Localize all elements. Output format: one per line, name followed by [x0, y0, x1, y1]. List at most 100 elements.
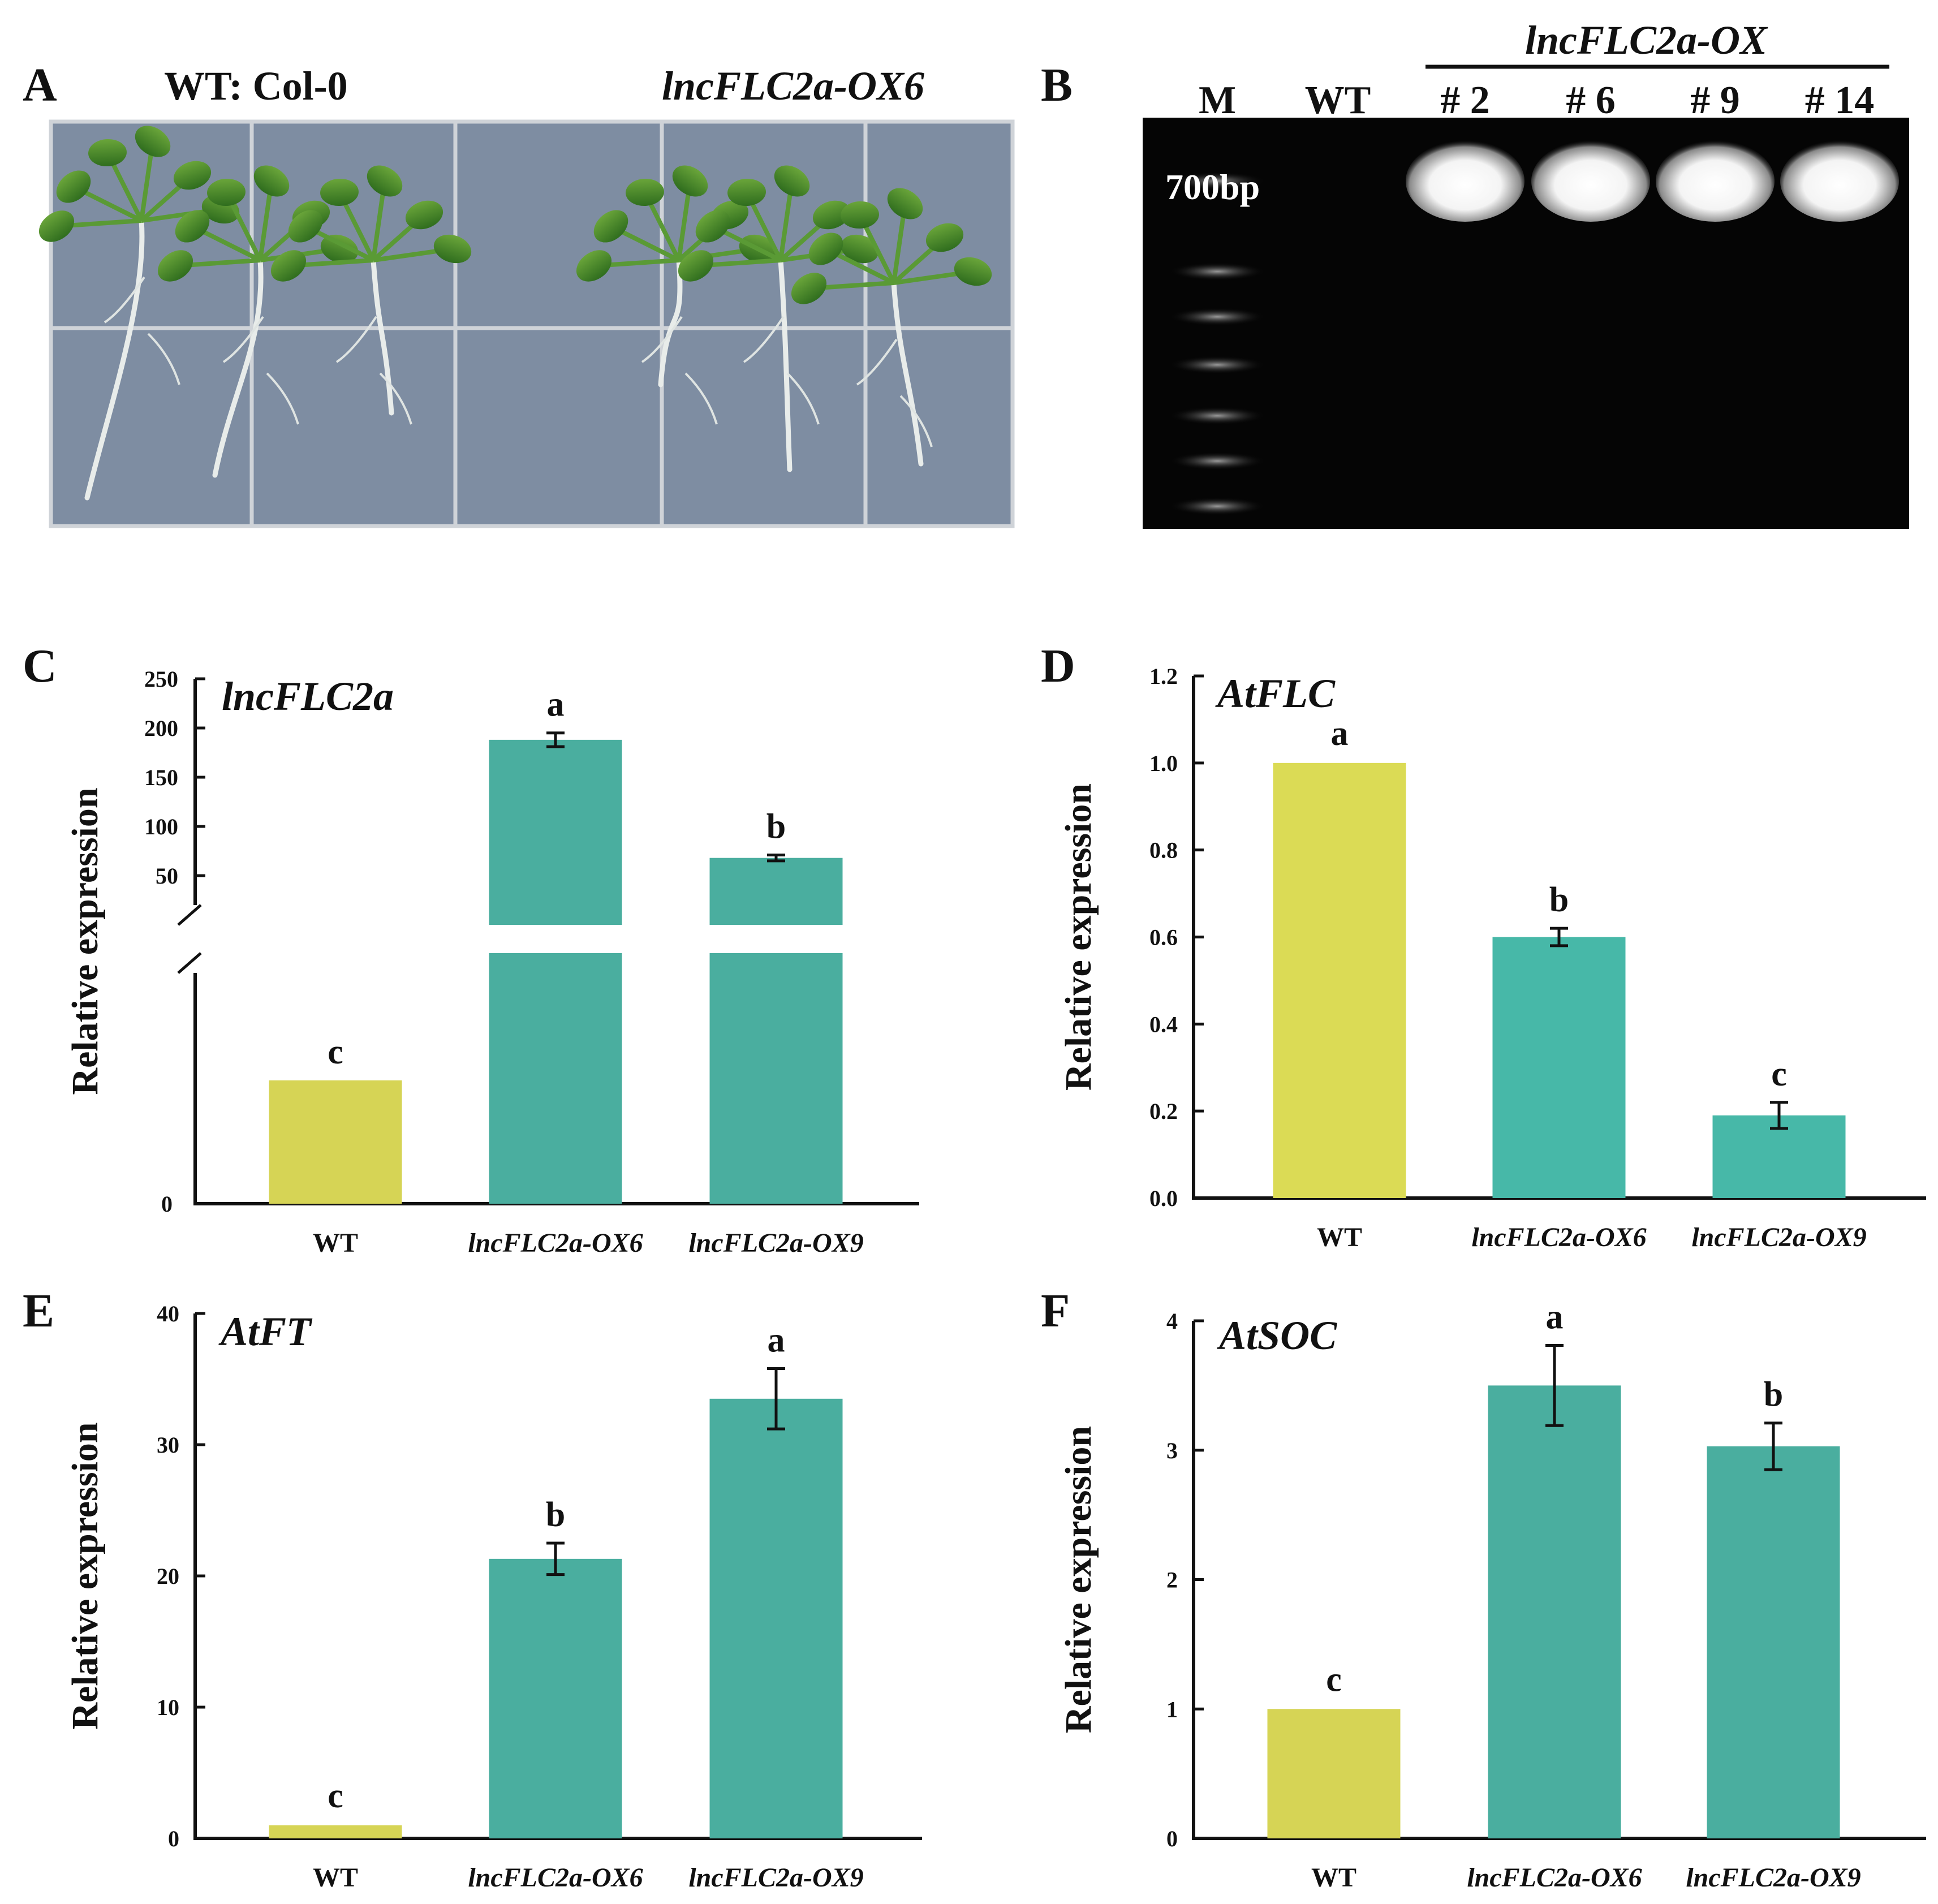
- category-label: WT: [1317, 1222, 1362, 1252]
- chart-d: D 0.0 0.2 0.4 0.6 0.8 1.0 1.2 AtFLC Relative exp…: [1041, 640, 1926, 1252]
- bar: [1707, 1446, 1840, 1838]
- y-tick-label: 2: [1166, 1567, 1178, 1593]
- panel-b: B lncFLC2a-OX M WT # 2 # 6 # 9 # 14 700bp: [1041, 18, 1909, 529]
- bar: [489, 1558, 622, 1838]
- significance-letter: a: [1546, 1298, 1564, 1336]
- category-label: WT: [313, 1863, 358, 1893]
- chart-title: lncFLC2a: [222, 674, 394, 719]
- category-label: lncFLC2a-OX6: [1471, 1222, 1646, 1252]
- chart-e: E 0 10 20 30 40 AtFT Relative expression c WT b ln…: [23, 1285, 922, 1893]
- significance-letter: b: [766, 807, 786, 846]
- bar: [269, 1080, 402, 1204]
- lane-label: M: [1199, 79, 1236, 122]
- y-tick-label: 250: [144, 666, 178, 692]
- seedling: [270, 165, 472, 425]
- chart-f: F 0 1 2 3 4 AtSOC Relative expression c WT a lncFL…: [1041, 1285, 1926, 1893]
- category-label: lncFLC2a-OX6: [468, 1863, 643, 1893]
- svg-text:C: C: [23, 640, 57, 692]
- seedling: [38, 126, 240, 501]
- bar-lower: [489, 953, 622, 1204]
- y-axis-label: Relative expression: [1058, 1426, 1099, 1733]
- chart-title: AtSOC: [1217, 1313, 1337, 1358]
- y-tick-label: 1.0: [1149, 751, 1178, 776]
- seedling: [157, 165, 359, 478]
- y-tick-label: 40: [157, 1301, 179, 1326]
- ladder-band: [1169, 497, 1265, 515]
- category-label: lncFLC2a-OX6: [1467, 1863, 1642, 1893]
- wt-label: WT: Col-0: [164, 63, 348, 109]
- y-axis-label: Relative expression: [64, 787, 106, 1095]
- bar-upper: [709, 858, 843, 925]
- lane-label: # 6: [1566, 79, 1616, 122]
- category-label: WT: [313, 1228, 358, 1258]
- ladder-band: [1169, 356, 1265, 374]
- y-tick-label: 200: [144, 716, 178, 741]
- ladder-band: [1169, 262, 1265, 281]
- dna-ladder: [1169, 172, 1265, 515]
- lane-label: WT: [1305, 79, 1371, 122]
- panel-letter-a: A: [23, 59, 57, 111]
- seedling: [678, 165, 879, 472]
- pcr-band: [1780, 140, 1899, 222]
- significance-letter: a: [547, 686, 565, 724]
- bar: [269, 1825, 402, 1838]
- bar: [1273, 763, 1406, 1198]
- seedlings: [38, 126, 992, 501]
- lane-label: # 2: [1440, 79, 1490, 122]
- ladder-band: [1169, 172, 1265, 190]
- error-bar: [1764, 1421, 1782, 1471]
- ladder-band: [1169, 407, 1265, 425]
- y-tick-label: 0.2: [1149, 1099, 1178, 1124]
- axis-break-mark: [177, 904, 202, 926]
- category-label: lncFLC2a-OX6: [468, 1228, 643, 1258]
- plate-grid: [49, 119, 1015, 528]
- chart-title: AtFLC: [1215, 671, 1336, 716]
- error-bar: [767, 853, 785, 863]
- error-bar: [767, 1367, 785, 1431]
- axis-break-mark: [177, 952, 202, 974]
- category-label: WT: [1311, 1863, 1356, 1893]
- pcr-band: [1656, 140, 1775, 222]
- gel-lane-labels: M WT # 2 # 6 # 9 # 14: [1199, 79, 1874, 122]
- y-tick-label: 0: [161, 1191, 173, 1217]
- y-axis-label: Relative expression: [1058, 783, 1099, 1091]
- plate-photo: [38, 119, 1015, 528]
- y-tick-label: 4: [1166, 1308, 1178, 1334]
- pcr-band: [1406, 140, 1524, 222]
- y-tick-label: 1: [1166, 1696, 1178, 1722]
- bar: [1267, 1709, 1401, 1838]
- y-tick-label: 100: [144, 814, 178, 839]
- lane-label: # 9: [1690, 79, 1740, 122]
- significance-letter: a: [768, 1321, 785, 1359]
- category-label: lncFLC2a-OX9: [688, 1863, 863, 1893]
- seedling: [791, 188, 992, 467]
- svg-text:F: F: [1041, 1285, 1070, 1337]
- category-label: lncFLC2a-OX9: [1691, 1222, 1866, 1252]
- lane-label: # 14: [1805, 79, 1875, 122]
- chart-c: C 50 100 150 200 250 0 lncFLC2a Relative expres…: [23, 640, 919, 1258]
- bar: [1492, 937, 1626, 1198]
- error-bar: [546, 1541, 565, 1576]
- y-tick-label: 50: [156, 863, 178, 889]
- significance-letter: b: [1764, 1376, 1783, 1414]
- significance-letter: c: [1771, 1055, 1787, 1093]
- y-tick-label: 0.4: [1149, 1011, 1178, 1037]
- seedling: [576, 165, 777, 425]
- significance-letter: c: [328, 1777, 343, 1815]
- bar: [1488, 1385, 1621, 1838]
- significance-letter: b: [1549, 881, 1569, 919]
- ox-plant-label: lncFLC2a-OX6: [662, 63, 924, 109]
- bar: [709, 1398, 843, 1838]
- y-tick-label: 1.2: [1149, 664, 1178, 689]
- y-tick-label: 3: [1166, 1438, 1178, 1463]
- significance-letter: c: [1326, 1660, 1342, 1699]
- pcr-bands: [1406, 140, 1899, 222]
- significance-letter: a: [1331, 714, 1349, 753]
- chart-title: AtFT: [218, 1309, 313, 1354]
- y-tick-label: 0.8: [1149, 838, 1178, 863]
- band-size-label: 700bp: [1165, 167, 1260, 207]
- bar-lower: [709, 953, 843, 1204]
- error-bar: [1770, 1101, 1788, 1130]
- panel-letter-b: B: [1041, 59, 1073, 111]
